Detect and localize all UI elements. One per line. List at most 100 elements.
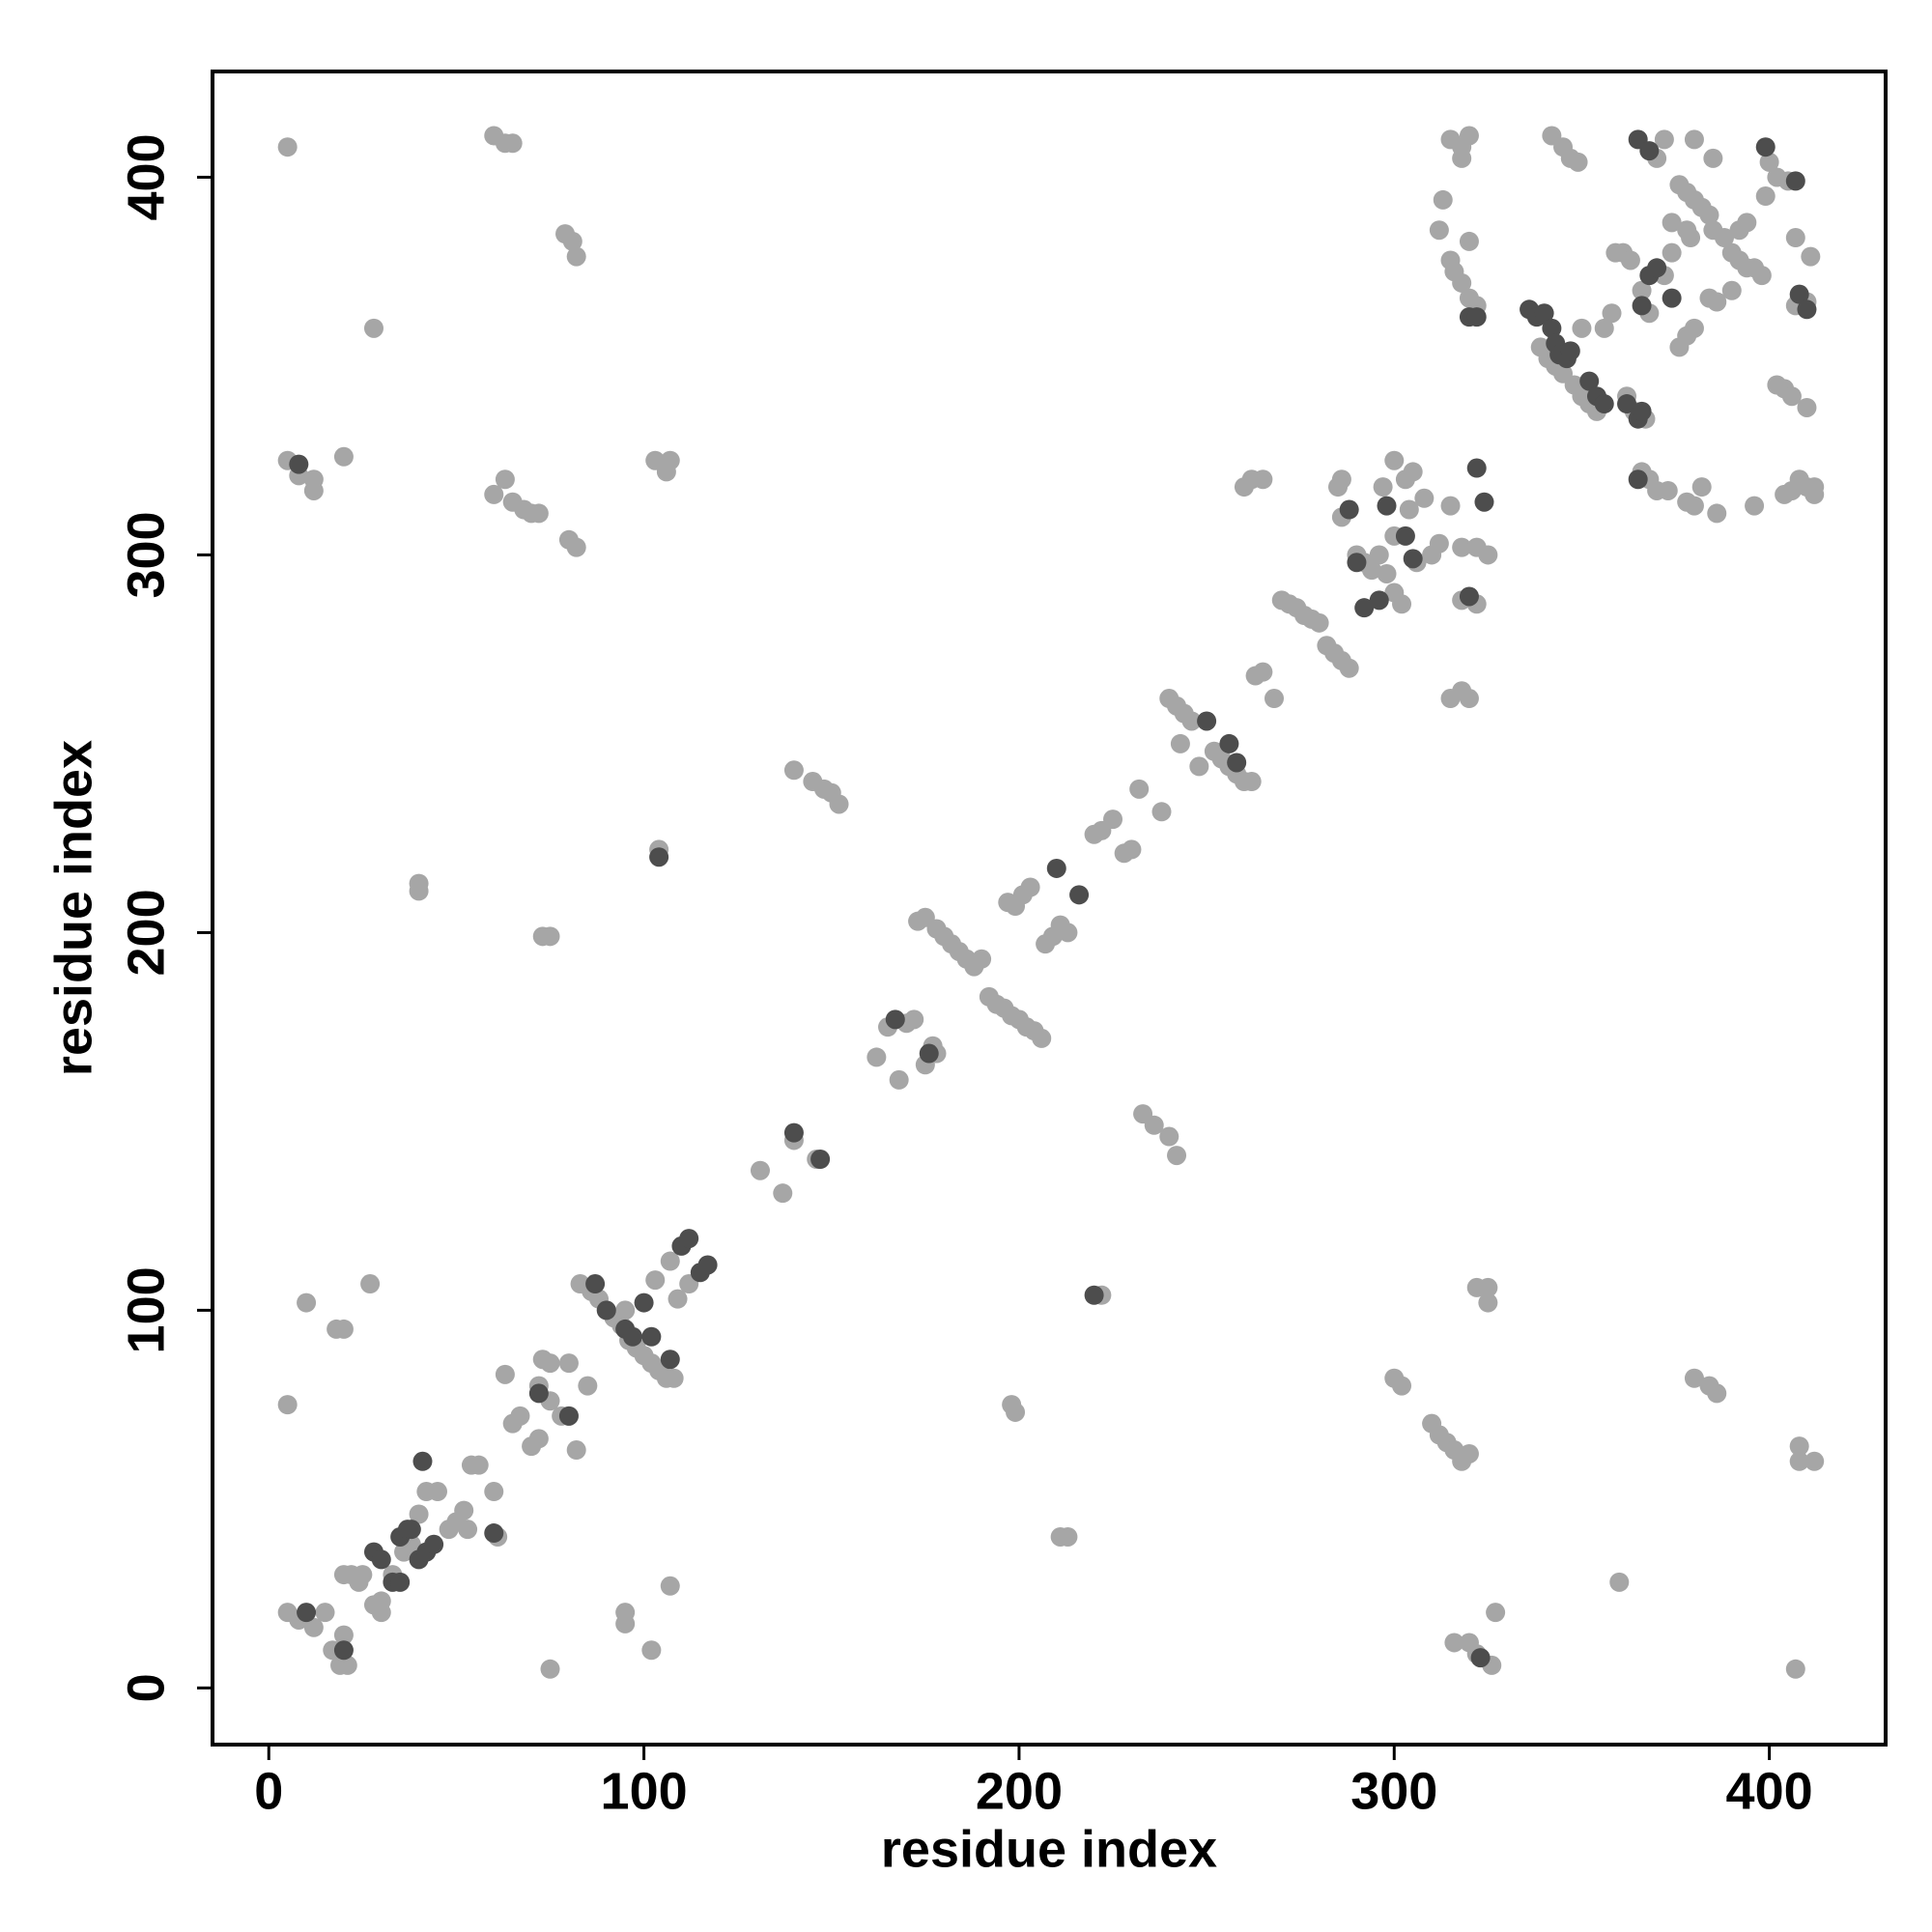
point xyxy=(750,1160,770,1180)
point xyxy=(1759,152,1779,172)
point xyxy=(1789,1436,1809,1457)
point xyxy=(885,1009,905,1030)
point xyxy=(1579,371,1600,391)
point xyxy=(1331,469,1351,490)
point xyxy=(1339,658,1359,678)
point xyxy=(1395,526,1415,546)
point xyxy=(1542,318,1562,338)
point xyxy=(1347,553,1367,573)
point xyxy=(1264,689,1285,709)
point xyxy=(1801,246,1821,267)
point xyxy=(1751,266,1772,286)
point xyxy=(454,1500,474,1520)
point xyxy=(1470,1648,1491,1668)
point xyxy=(1620,250,1640,270)
point xyxy=(1440,496,1461,516)
point xyxy=(1309,612,1329,633)
point xyxy=(1058,1526,1078,1547)
point xyxy=(333,1640,354,1661)
point xyxy=(297,1293,317,1313)
points xyxy=(277,126,1825,1679)
point xyxy=(528,1383,549,1404)
point xyxy=(1151,802,1172,822)
point xyxy=(390,1572,411,1592)
point xyxy=(1594,394,1614,414)
point xyxy=(1568,152,1588,172)
point xyxy=(297,1603,317,1623)
point xyxy=(371,1591,391,1611)
point xyxy=(919,1043,939,1064)
point xyxy=(1377,496,1397,516)
point xyxy=(333,1319,354,1339)
point xyxy=(1602,303,1622,324)
point xyxy=(566,537,586,557)
point xyxy=(566,246,586,267)
point xyxy=(889,1069,909,1090)
point xyxy=(829,794,849,814)
point xyxy=(656,462,676,482)
point xyxy=(1006,1402,1026,1422)
point xyxy=(540,1353,560,1374)
point xyxy=(1662,213,1682,233)
plot-frame xyxy=(211,70,1888,1747)
point xyxy=(1129,779,1150,799)
point xyxy=(528,1429,549,1449)
point xyxy=(1466,307,1487,327)
point xyxy=(1459,586,1479,607)
point xyxy=(424,1534,444,1554)
point xyxy=(1414,488,1435,508)
point xyxy=(1662,288,1682,308)
point xyxy=(495,469,515,490)
point xyxy=(1354,598,1375,618)
point xyxy=(277,1395,298,1415)
point xyxy=(1069,885,1090,905)
point xyxy=(1032,1028,1052,1048)
x-axis-label: residue index xyxy=(881,1820,1217,1878)
point xyxy=(1628,469,1648,490)
point xyxy=(1167,1146,1187,1166)
point xyxy=(1429,220,1449,241)
point xyxy=(1478,1277,1498,1297)
y-tick-label: 300 xyxy=(117,511,175,598)
point xyxy=(1785,1659,1805,1679)
point xyxy=(1594,318,1614,338)
point xyxy=(634,1293,654,1313)
point xyxy=(510,1406,530,1426)
point xyxy=(585,1274,606,1294)
point xyxy=(615,1613,636,1634)
point xyxy=(1804,1451,1825,1471)
x-tick-label: 0 xyxy=(254,1762,283,1820)
y-tick-label: 400 xyxy=(117,133,175,220)
point xyxy=(349,1572,369,1592)
x-tick-label: 300 xyxy=(1350,1762,1437,1820)
point xyxy=(1058,923,1078,943)
point xyxy=(1339,499,1359,520)
point xyxy=(1122,839,1142,860)
point xyxy=(645,1270,666,1291)
point xyxy=(1403,462,1423,482)
point xyxy=(1429,533,1449,554)
x-tick-label: 200 xyxy=(976,1762,1063,1820)
point xyxy=(1797,299,1817,320)
point xyxy=(660,1350,680,1370)
point xyxy=(333,1625,354,1645)
point xyxy=(1684,318,1704,338)
point xyxy=(289,454,309,474)
point xyxy=(303,1617,324,1637)
point xyxy=(277,137,298,157)
point xyxy=(697,1255,718,1275)
point xyxy=(337,1655,357,1675)
point xyxy=(1181,711,1202,731)
point xyxy=(315,1603,335,1623)
point xyxy=(1572,318,1592,338)
point xyxy=(528,503,549,524)
point xyxy=(1392,1376,1412,1396)
point xyxy=(1745,496,1765,516)
point xyxy=(1384,450,1405,470)
point xyxy=(1478,545,1498,565)
x-tick-label: 100 xyxy=(601,1762,688,1820)
point xyxy=(1103,810,1123,830)
point xyxy=(1159,1126,1179,1147)
point xyxy=(1797,397,1817,417)
